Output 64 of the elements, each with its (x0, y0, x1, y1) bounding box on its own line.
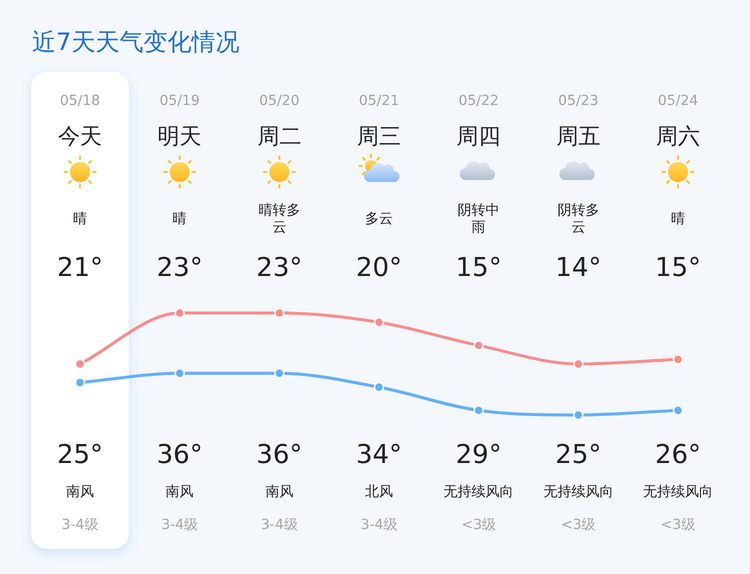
text: 多云 (365, 211, 393, 227)
data-label: 36° (156, 440, 203, 470)
data-label: 25° (555, 440, 602, 470)
point (174, 368, 185, 379)
data-label: 23° (256, 253, 302, 283)
data-label: 15° (456, 253, 502, 283)
text: 无持续风向 (444, 484, 514, 500)
x-tick-label: 05/20 (259, 93, 300, 109)
data-label: 26° (654, 440, 702, 470)
text: <3级 (660, 517, 696, 533)
x-tick-label: 05/18 (60, 93, 100, 109)
text: 阴转中雨 (458, 202, 500, 236)
data-label: 36° (256, 440, 302, 470)
text: 3-4级 (260, 517, 298, 533)
text: 周六 (656, 124, 700, 150)
text: 晴 (172, 211, 187, 227)
text: 周二 (257, 124, 302, 150)
text: 阴转多云 (557, 202, 600, 236)
text: <3级 (561, 517, 596, 533)
point (74, 377, 86, 388)
data-label: 20° (356, 253, 402, 283)
text: 3-4级 (360, 517, 398, 533)
text: 晴 (73, 211, 87, 227)
text: 3-4级 (62, 517, 98, 533)
x-tick-label: 05/23 (558, 93, 599, 109)
data-label: 23° (156, 253, 203, 283)
point (672, 354, 684, 365)
x-tick-label: 05/21 (358, 93, 400, 109)
point (274, 308, 285, 318)
text: 晴 (671, 211, 685, 227)
point (573, 410, 584, 420)
chart-title: 近7天天气变化情况 (32, 28, 240, 56)
x-tick-label: 05/24 (658, 93, 698, 109)
text: 今天 (58, 124, 102, 150)
point (274, 368, 285, 379)
data-label: 14° (555, 253, 602, 283)
text: 南风 (265, 484, 294, 500)
x-tick-label: 05/19 (159, 93, 200, 109)
text: 周四 (456, 124, 501, 150)
data-label: 29° (456, 440, 502, 470)
data-label: 21° (56, 253, 104, 283)
text: 晴转多云 (258, 202, 300, 236)
point (473, 405, 484, 416)
point (374, 317, 384, 328)
data-label: 25° (56, 440, 104, 470)
point (174, 308, 185, 318)
text: <3级 (461, 517, 496, 533)
text: 明天 (158, 124, 202, 150)
text: 无持续风向 (643, 484, 713, 500)
point (74, 358, 86, 370)
text: 周三 (357, 124, 401, 150)
text: 3-4级 (161, 517, 198, 533)
point (473, 340, 484, 351)
point (374, 382, 384, 392)
point (672, 405, 684, 416)
text: 南风 (66, 484, 94, 500)
text: 北风 (365, 484, 393, 500)
data-label: 15° (654, 253, 702, 283)
data-label: 34° (356, 440, 402, 470)
text: 周五 (556, 124, 600, 150)
x-tick-label: 05/22 (458, 93, 499, 109)
text: 南风 (166, 484, 194, 500)
text: 无持续风向 (543, 484, 614, 500)
point (573, 358, 584, 370)
